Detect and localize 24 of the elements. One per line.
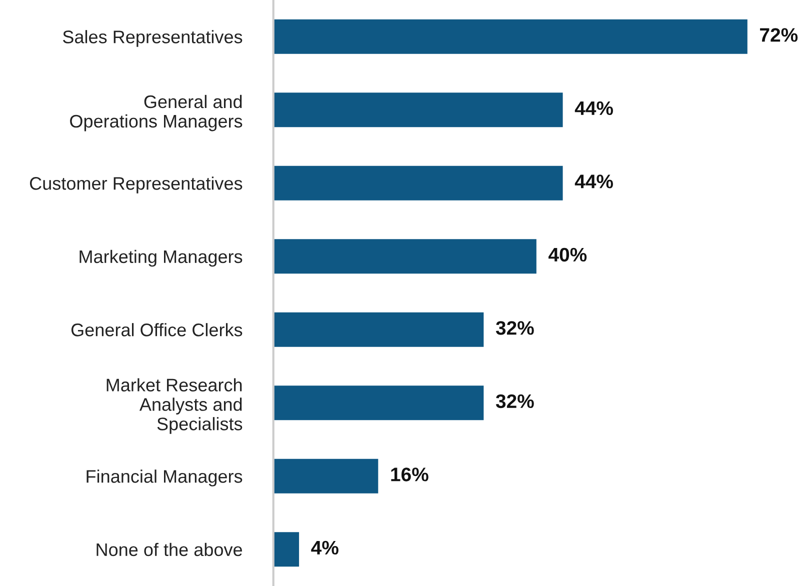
data-label: 4% (311, 540, 338, 555)
bar (273, 164, 564, 202)
data-label: 16% (391, 468, 428, 482)
data-label: 32% (496, 321, 534, 335)
y-tick-label: Customer Representatives (30, 176, 242, 194)
bar (273, 457, 380, 495)
data-label: 72% (760, 28, 798, 42)
y-tick-label: Sales Representatives (62, 30, 242, 47)
bar (273, 238, 538, 276)
y-tick-label: Market Research Analysts and Specialists (106, 378, 242, 434)
y-tick-label: General and Operations Managers (70, 94, 242, 132)
bar (273, 310, 486, 348)
y-tick-label: General Office Clerks (71, 323, 242, 336)
y-tick-label: Financial Managers (86, 470, 242, 486)
bar (273, 18, 749, 56)
data-label: 44% (574, 101, 613, 116)
data-label: 40% (548, 248, 587, 262)
data-label: 32% (496, 394, 534, 408)
y-tick-label: None of the above (96, 542, 242, 556)
bar (273, 384, 486, 422)
data-label: 44% (574, 174, 613, 188)
bar (273, 91, 564, 129)
y-tick-label: Marketing Managers (80, 250, 242, 267)
bar (273, 530, 300, 568)
